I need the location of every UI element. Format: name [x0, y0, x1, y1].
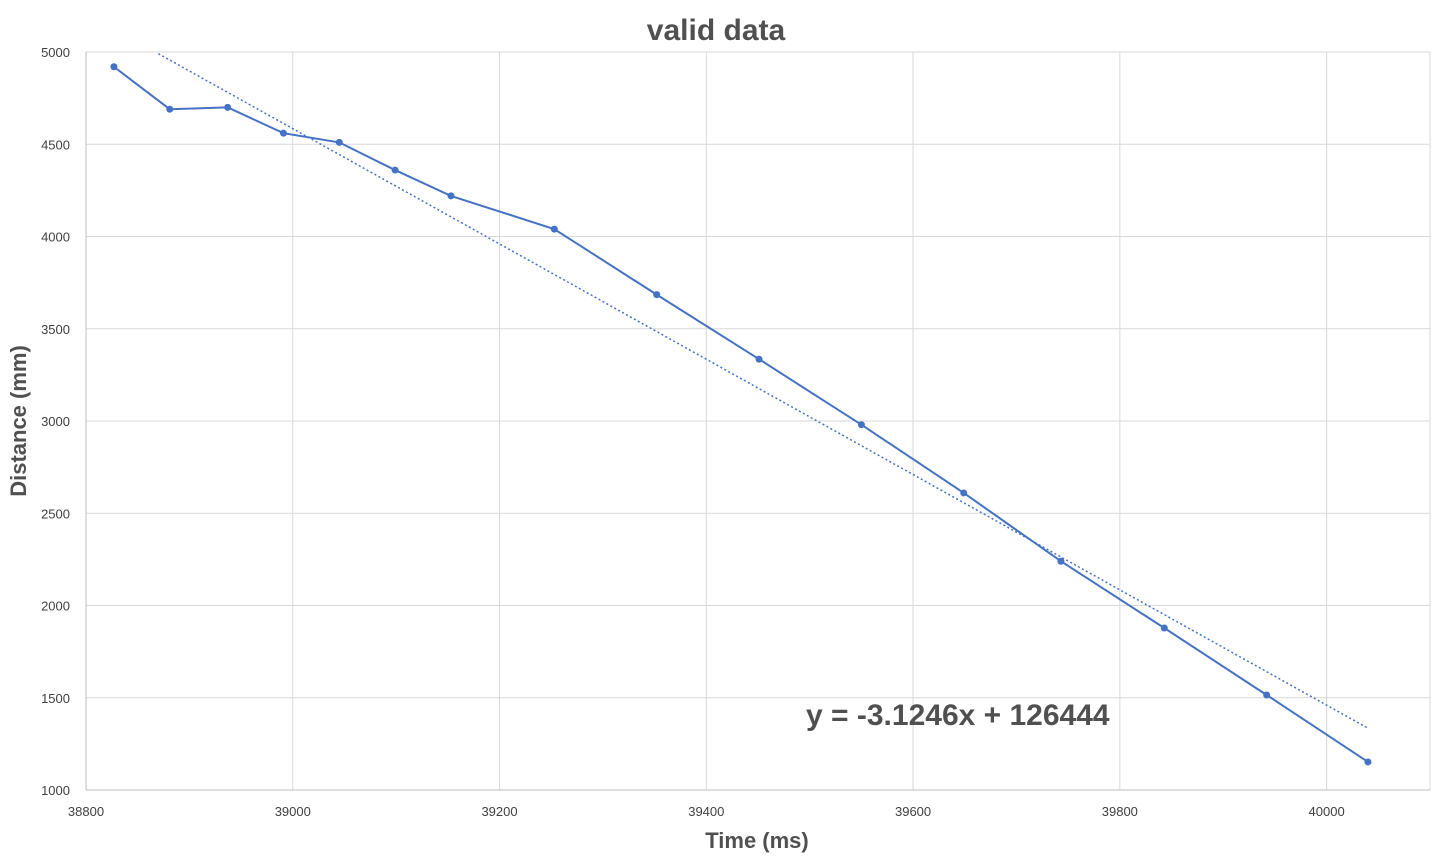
data-point	[224, 103, 232, 111]
y-tick-label: 3000	[41, 414, 70, 429]
data-point	[755, 355, 763, 363]
data-point	[653, 291, 661, 299]
y-tick-label: 5000	[41, 45, 70, 60]
y-axis-title: Distance (mm)	[6, 345, 31, 497]
chart-title: valid data	[647, 14, 786, 47]
y-tick-label: 2500	[41, 506, 70, 521]
data-point	[1057, 557, 1065, 565]
trendline-line	[158, 53, 1369, 729]
y-tick-label: 1000	[41, 783, 70, 798]
data-point	[1263, 691, 1271, 699]
y-tick-labels: 1000 1500 2000 2500 3000 3500 4000 4500 5000	[41, 45, 70, 798]
x-tick-label: 39200	[481, 804, 517, 819]
data-point	[335, 138, 343, 146]
y-tick-label: 3500	[41, 322, 70, 337]
data-point	[110, 63, 118, 71]
x-tick-label: 40000	[1309, 804, 1345, 819]
axes	[85, 52, 1430, 791]
series	[110, 63, 1372, 766]
data-point	[550, 225, 558, 233]
data-point	[857, 421, 865, 429]
x-axis-title: Time (ms)	[705, 828, 809, 853]
data-point	[1160, 624, 1168, 632]
data-point	[166, 105, 174, 113]
y-tick-label: 4000	[41, 230, 70, 245]
y-tick-label: 1500	[41, 691, 70, 706]
data-point	[279, 129, 287, 137]
series-line	[113, 65, 1369, 763]
x-tick-label: 39800	[1102, 804, 1138, 819]
trendline	[158, 53, 1369, 729]
trendline-equation: y = -3.1246x + 126444	[806, 699, 1110, 732]
data-point	[447, 192, 455, 200]
y-tick-label: 2000	[41, 599, 70, 614]
x-tick-label: 39600	[895, 804, 931, 819]
x-tick-label: 38800	[68, 804, 104, 819]
data-point	[1364, 758, 1372, 766]
data-point	[391, 166, 399, 174]
x-tick-labels: 38800 39000 39200 39400 39600 39800 40000	[68, 804, 1345, 819]
x-tick-label: 39400	[688, 804, 724, 819]
y-tick-label: 4500	[41, 137, 70, 152]
gridlines	[85, 51, 1431, 790]
x-tick-label: 39000	[275, 804, 311, 819]
data-point	[960, 489, 968, 497]
